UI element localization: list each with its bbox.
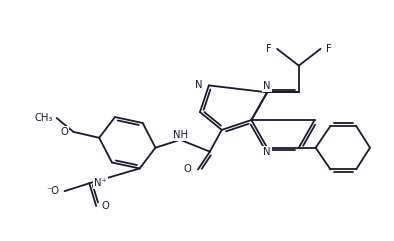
- Text: CH₃: CH₃: [34, 113, 53, 123]
- Text: F: F: [325, 44, 331, 54]
- Text: O: O: [61, 127, 69, 137]
- Text: NH: NH: [173, 130, 188, 140]
- Text: O: O: [183, 164, 191, 174]
- Text: N: N: [195, 80, 203, 90]
- Text: F: F: [266, 44, 272, 54]
- Text: ⁻O: ⁻O: [46, 186, 59, 196]
- Text: O: O: [101, 201, 109, 211]
- Text: N⁺: N⁺: [94, 178, 107, 188]
- Text: N: N: [264, 81, 271, 91]
- Text: N: N: [264, 147, 271, 157]
